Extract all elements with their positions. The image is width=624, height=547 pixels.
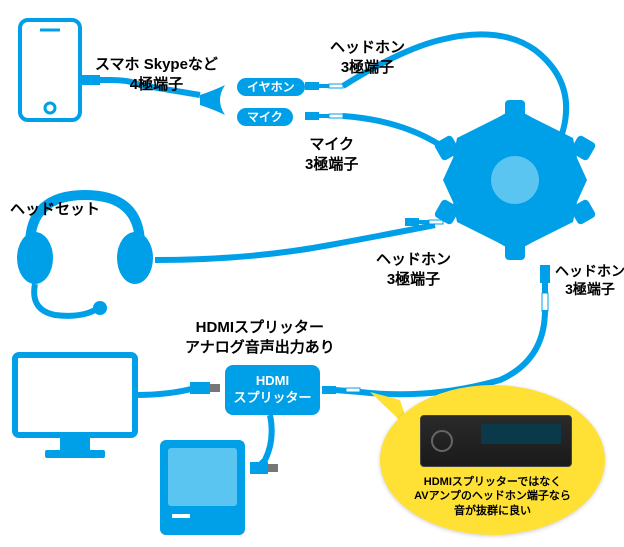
cable-monitor-hdmi [135,388,195,395]
earphone-badge: イヤホン [237,78,305,96]
mic-3pole-label: マイク [309,136,354,153]
callout-line2: AVアンプのヘッドホン端子なら [414,490,571,502]
hdmi-splitter-sub: アナログ音声出力あり [185,339,335,356]
headphone-b-sub-label: 3極端子 [387,271,440,288]
callout-line1: HDMIスプリッターではなく [424,476,561,488]
headphone-c-sub-label: 3極端子 [565,281,615,297]
hub-icon [433,100,596,260]
headset-label: ヘッドセット [10,200,100,220]
hdmi-splitter-title: HDMIスプリッター [196,319,324,336]
callout-line3: 音が抜群に良い [454,505,531,517]
smartphone-icon [20,20,80,120]
smartphone-sub-label: 4極端子 [130,76,183,93]
headphone-c-label: ヘッドホン [555,263,624,279]
cable-console-hdmi [255,415,272,470]
console-icon [160,440,245,535]
av-amp-icon [420,415,572,467]
headphone-a-sub-label: 3極端子 [341,59,394,76]
mic-3pole-sub-label: 3極端子 [305,156,358,173]
headphone-b-label: ヘッドホン [376,251,451,268]
monitor-icon [15,355,135,458]
headphone-a-label: ヘッドホン [330,39,405,56]
smartphone-label: スマホ Skypeなど [95,56,218,73]
hdmi-splitter-box: HDMI スプリッター [225,365,320,415]
mic-badge: マイク [237,108,293,126]
plug-bottom-right [540,265,550,311]
cable-hub-to-splitter [335,310,545,394]
